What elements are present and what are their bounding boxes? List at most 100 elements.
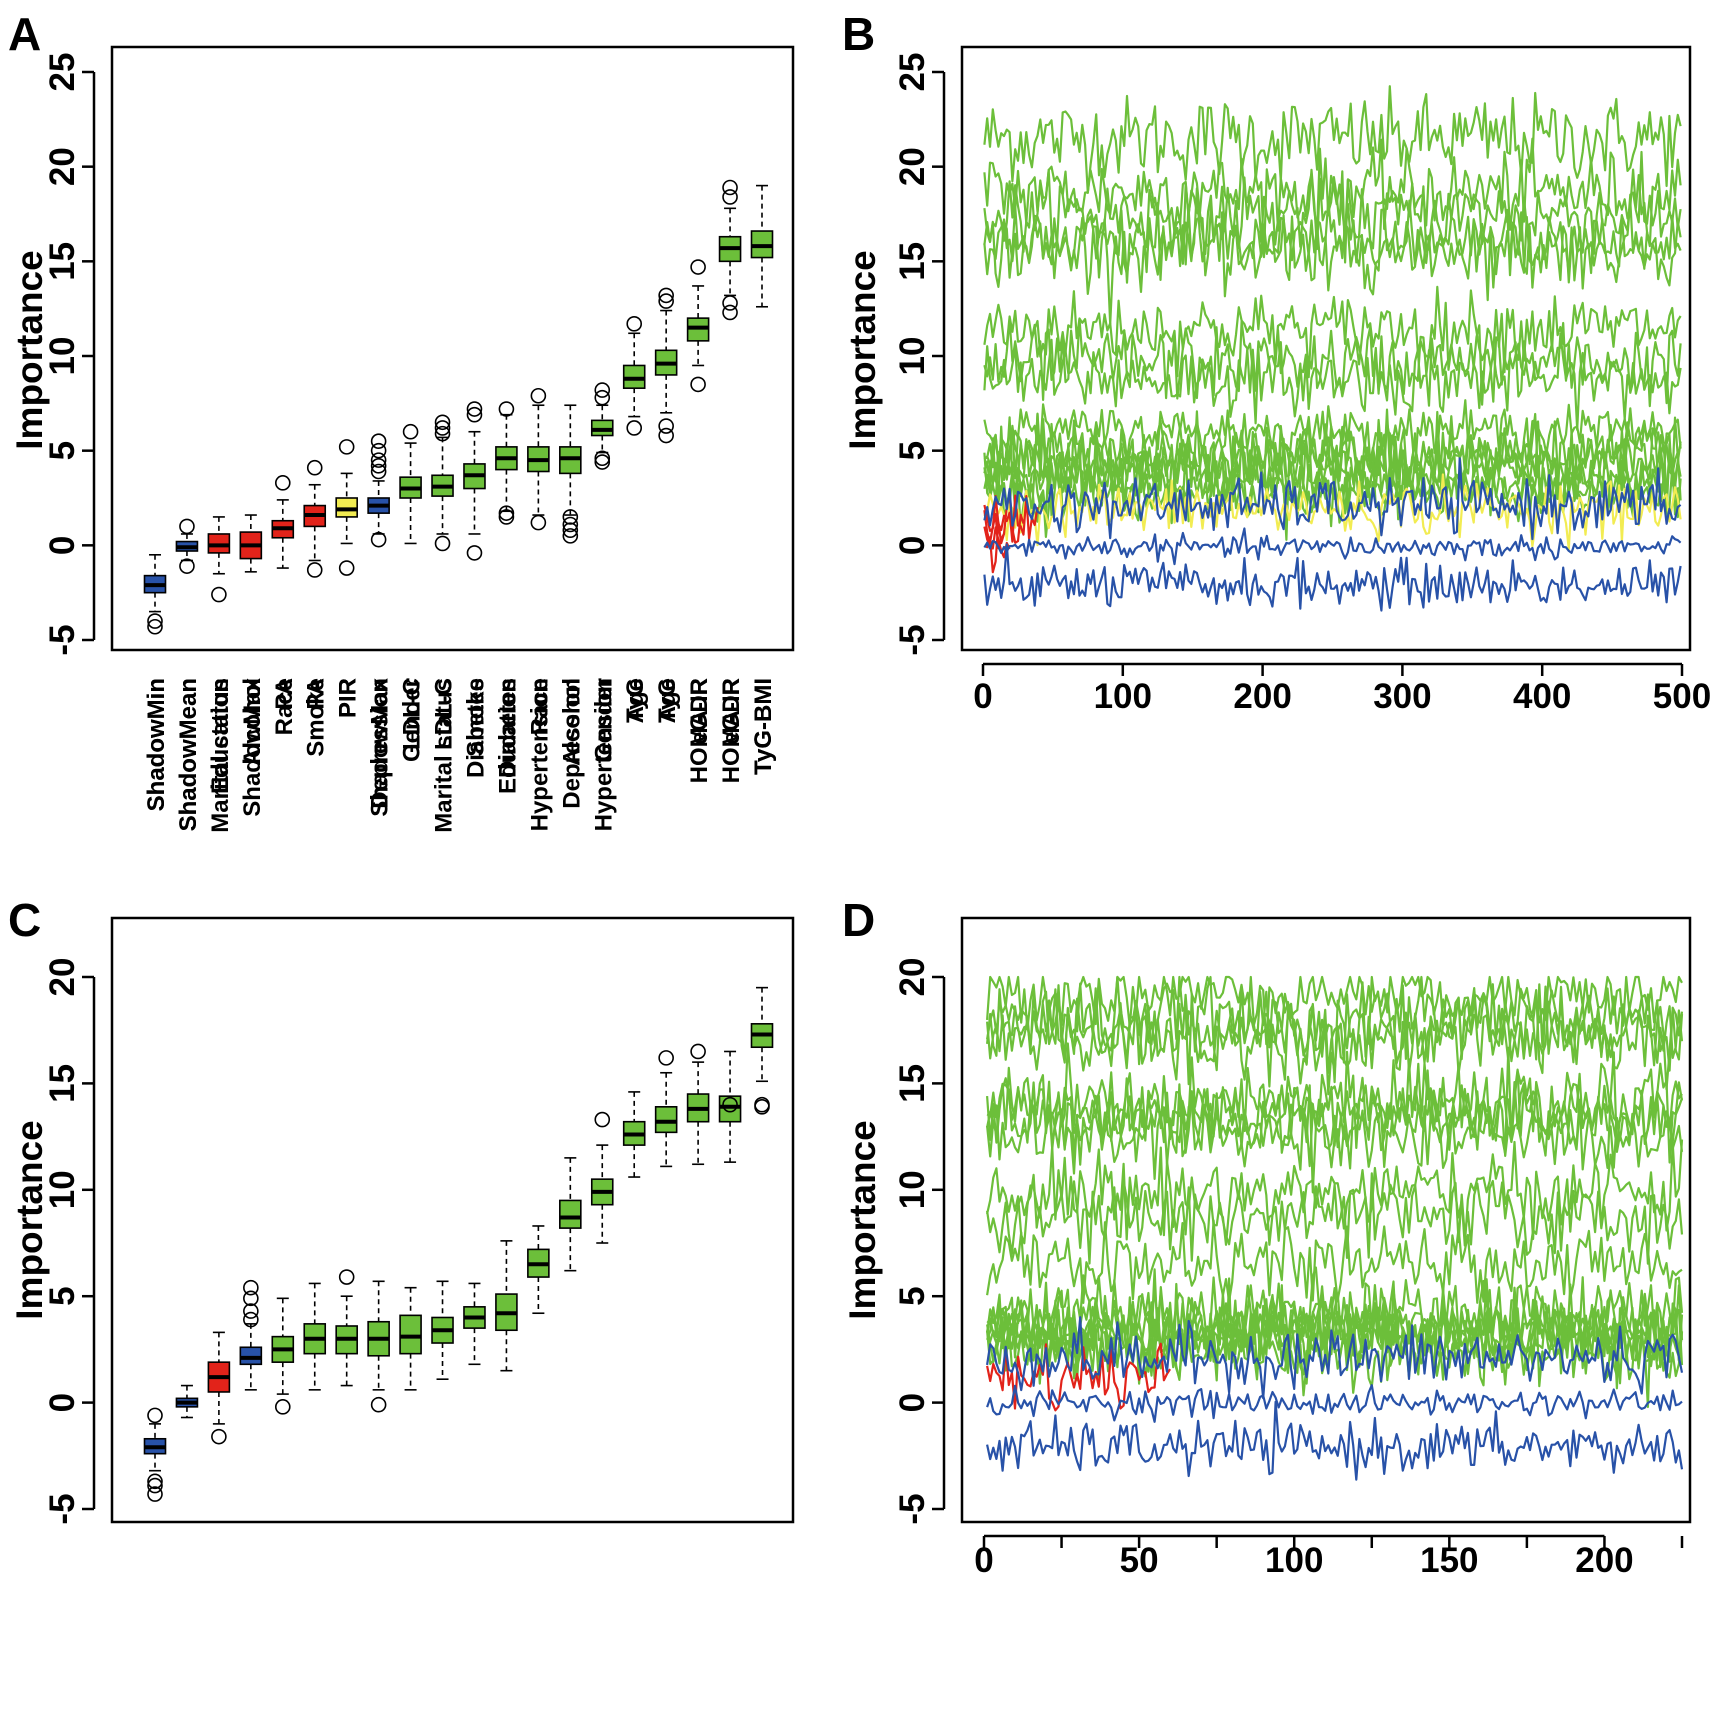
y-axis: -5 0 5 10 15 20 xyxy=(893,958,946,1525)
y-axis-title: Importance xyxy=(9,1120,50,1319)
outlier-point xyxy=(147,618,163,635)
outlier-point xyxy=(626,316,643,332)
series-line-confirmed xyxy=(983,332,1682,431)
box-gender: Gender xyxy=(399,423,426,762)
x-category-label: eGDR xyxy=(718,678,745,745)
box-body xyxy=(559,1199,582,1229)
box-tyg: TyG xyxy=(622,678,649,1178)
y-tick-label: -5 xyxy=(893,1493,932,1524)
x-category-label: Gender xyxy=(399,678,426,762)
panel-letter-c: C xyxy=(8,894,41,946)
box-age: Age xyxy=(654,678,681,1168)
x-category-label: eGDR xyxy=(686,678,713,745)
x-category-label: Depression xyxy=(558,678,585,809)
plot-frame xyxy=(960,45,1692,652)
series-line-shadow xyxy=(986,1384,1683,1423)
y-tick-label: 0 xyxy=(893,536,932,555)
x-category-label: Diabetes xyxy=(494,678,521,778)
box-diabetes: Diabetes xyxy=(462,401,489,778)
series-line-tentative xyxy=(983,473,1682,551)
outlier-point xyxy=(690,259,706,275)
series-line-shadow xyxy=(983,527,1682,566)
y-tick-label: 5 xyxy=(893,441,932,460)
box-pir: PIR xyxy=(335,439,362,718)
outlier-point xyxy=(370,458,387,474)
x-category-label: ShadowMean xyxy=(175,678,202,831)
box-pir: PIR xyxy=(335,678,362,1387)
series-line-confirmed xyxy=(983,85,1682,194)
box-alcohol: Alcohol xyxy=(558,678,585,1272)
x-category-label: ShadowMean xyxy=(175,678,202,831)
outlier-point xyxy=(338,1269,355,1285)
outlier-point xyxy=(274,475,291,491)
panel-letter-b: B xyxy=(842,8,875,60)
box-shadowmin: ShadowMin xyxy=(143,553,170,811)
series-line-confirmed xyxy=(983,317,1682,408)
box-race: Race xyxy=(271,678,298,1415)
box-egdr: eGDR xyxy=(718,678,745,1163)
x-tick-label: 150 xyxy=(1420,1541,1478,1580)
series-line-confirmed xyxy=(986,1172,1684,1265)
y-tick-label: 0 xyxy=(43,1393,82,1412)
x-category-label: Education xyxy=(494,678,521,794)
outlier-point xyxy=(658,1050,674,1066)
outlier-point xyxy=(179,518,195,535)
x-category-label: Alcohol xyxy=(558,678,585,766)
series-line-confirmed xyxy=(986,984,1684,1096)
y-tick-label: 20 xyxy=(893,147,932,186)
outlier-point xyxy=(147,1486,163,1502)
outlier-point xyxy=(338,439,355,455)
box-tyg-bmi: TyG-BMI xyxy=(750,184,777,775)
series-line-confirmed xyxy=(986,975,1683,1046)
x-category-label: TyG-BMI xyxy=(750,678,777,775)
outlier-point xyxy=(594,389,611,406)
outlier-point xyxy=(147,613,163,629)
x-category-label: TyG xyxy=(654,678,681,723)
x-category-label: Marital status xyxy=(431,678,458,833)
outlier-point xyxy=(466,401,483,417)
box-education: Education xyxy=(494,401,521,794)
outlier-point xyxy=(722,179,738,196)
outlier-point xyxy=(243,1279,259,1296)
outlier-point xyxy=(434,414,451,431)
box-pa: PA xyxy=(271,475,298,710)
series-line-confirmed xyxy=(983,187,1682,326)
x-tick-label: 200 xyxy=(1575,1541,1633,1580)
outlier-point xyxy=(370,463,387,480)
outlier-point xyxy=(722,189,738,205)
x-category-label: ShadowMax xyxy=(239,677,266,816)
x-category-label: Depression xyxy=(367,678,394,809)
series-line-confirmed xyxy=(986,1051,1684,1194)
x-category-label: Alcohol xyxy=(239,678,266,766)
plot-frame xyxy=(110,916,795,1524)
box-marital-status: Marital status xyxy=(207,516,234,833)
outlier-point xyxy=(722,295,738,311)
x-category-label: Smoke xyxy=(303,678,330,757)
outlier-point xyxy=(690,1043,706,1060)
x-category-label: PIR xyxy=(335,678,362,718)
y-tick-label: 25 xyxy=(43,53,82,92)
outlier-point xyxy=(370,531,387,548)
outlier-point xyxy=(658,427,674,444)
outlier-point xyxy=(179,558,195,574)
x-category-label: PA xyxy=(271,678,298,710)
series-line-shadow xyxy=(983,543,1682,612)
outlier-point xyxy=(243,1311,259,1328)
box-alcohol: Alcohol xyxy=(239,514,266,766)
outlier-point xyxy=(434,535,451,552)
series-lines xyxy=(983,85,1682,612)
x-tick-label: 50 xyxy=(1120,1541,1159,1580)
box-marital-status: Marital status xyxy=(431,678,458,1380)
box-shadowmean: ShadowMean xyxy=(175,678,202,1419)
y-tick-label: 5 xyxy=(893,1286,932,1305)
x-category-label: ShadowMin xyxy=(143,678,170,811)
x-category-label: Hypertension xyxy=(526,678,553,831)
x-category-label: Hypertension xyxy=(590,678,617,831)
x-category-label: Smoke xyxy=(462,678,489,757)
panel-c: C Importance -5 0 5 10 15 20 ShadowMin ShadowMean… xyxy=(8,677,795,1525)
x-category-label: PA xyxy=(303,678,330,710)
box-homa-ir: HOMA-IR xyxy=(686,678,713,1166)
y-tick-label: 15 xyxy=(893,1064,932,1103)
x-category-label: Age xyxy=(622,678,649,723)
box-tyg: TyG xyxy=(654,287,681,723)
